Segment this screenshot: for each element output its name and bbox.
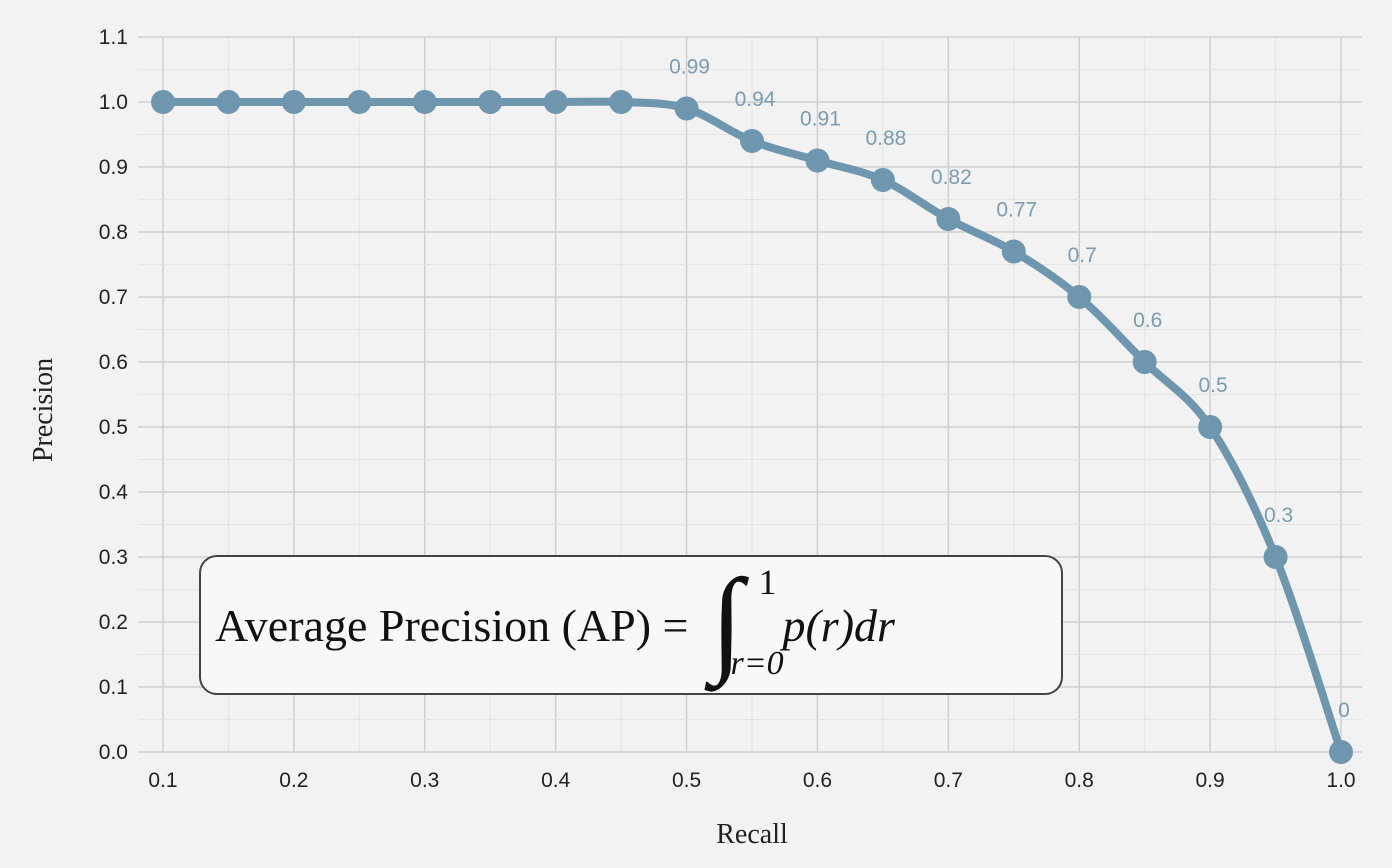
y-tick-label: 1.0 [99,91,128,114]
y-tick-label: 0.5 [99,416,128,439]
y-tick-label: 0.4 [99,481,129,504]
formula-box [199,555,1063,695]
integral-sign: ∫ 1 r=0 [710,555,784,686]
data-point [1198,415,1223,439]
data-label: 0.7 [1068,244,1097,267]
x-axis-ticks: 0.1 0.2 0.3 0.4 0.5 0.6 0.7 0.8 0.9 1.0 [148,769,1355,792]
data-point [543,90,568,114]
data-point [1329,740,1353,764]
data-label: 0.82 [931,166,972,189]
data-point [1067,285,1092,309]
integral-upper-limit: 1 [758,562,777,602]
formula-integrand: p(r)dr [782,599,895,651]
x-tick-label: 0.6 [803,769,832,792]
y-tick-label: 1.1 [99,26,128,49]
data-point [740,129,764,153]
y-tick-label: 0.9 [99,156,128,179]
average-precision-formula: Average Precision (AP) = ∫ 1 r=0 p(r)dr [215,555,895,695]
x-tick-label: 0.5 [672,769,701,792]
data-point [936,207,961,231]
x-tick-label: 0.1 [148,769,177,792]
data-label: 0.3 [1264,504,1293,527]
x-axis-title: Recall [716,819,788,850]
data-label: 0.77 [996,199,1037,222]
formula-lhs: Average Precision (AP) = [215,599,689,651]
y-axis-title: Precision [28,358,59,462]
data-point [478,90,503,114]
data-point [674,96,699,121]
y-tick-label: 0.8 [99,221,128,244]
data-point [870,168,895,192]
integral-lower-limit: r=0 [730,645,784,682]
data-points [151,90,1353,764]
x-tick-label: 0.2 [279,769,308,792]
data-point [216,90,241,114]
data-point [609,90,634,114]
data-point [1132,350,1157,374]
data-labels: 0.99 0.94 0.91 0.88 0.82 0.77 0.7 0.6 0.5 0.3 0 [669,56,1350,723]
data-label: 0.94 [735,88,776,111]
x-tick-label: 1.0 [1326,769,1355,792]
y-tick-label: 0.0 [99,741,128,764]
y-axis-ticks: 0.0 0.1 0.2 0.3 0.4 0.5 0.6 0.7 0.8 0.9 1.0 1.1 [99,26,129,764]
data-point [347,90,372,114]
data-point [1263,545,1288,569]
y-tick-label: 0.3 [99,546,128,569]
data-point [1001,239,1026,264]
data-label: 0.99 [669,56,710,79]
data-label: 0.91 [800,108,841,131]
x-tick-label: 0.9 [1196,769,1225,792]
y-tick-label: 0.2 [99,611,128,634]
y-tick-label: 0.7 [99,286,128,309]
y-tick-label: 0.1 [99,676,128,699]
data-point [805,148,830,173]
x-tick-label: 0.4 [541,769,571,792]
data-label: 0.5 [1199,374,1228,397]
x-tick-label: 0.3 [410,769,439,792]
data-point [281,90,306,114]
x-tick-label: 0.7 [934,769,963,792]
x-tick-label: 0.8 [1065,769,1094,792]
data-point [412,90,437,114]
data-label: 0.6 [1133,309,1162,332]
y-tick-label: 0.6 [99,351,128,374]
data-point [151,90,175,114]
data-label: 0 [1338,699,1350,722]
data-label: 0.88 [865,127,906,150]
